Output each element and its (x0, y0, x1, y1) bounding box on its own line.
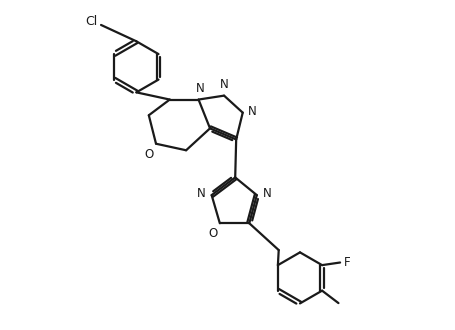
Text: N: N (220, 78, 228, 91)
Text: N: N (197, 187, 205, 200)
Text: N: N (262, 187, 271, 200)
Text: Cl: Cl (85, 15, 97, 28)
Text: N: N (248, 105, 256, 118)
Text: O: O (207, 226, 217, 240)
Text: N: N (195, 82, 204, 95)
Text: F: F (343, 256, 350, 269)
Text: O: O (144, 148, 153, 161)
